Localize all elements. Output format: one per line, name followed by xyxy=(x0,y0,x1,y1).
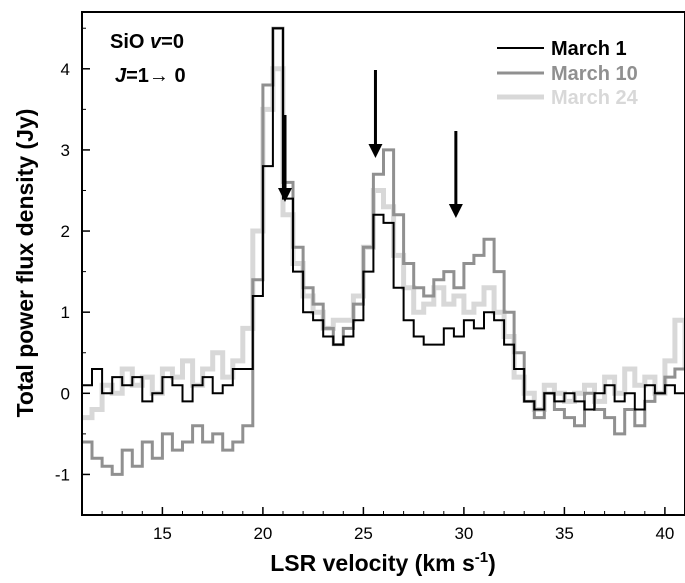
ticks-layer: 15 20 25 30 35 40 -1 0 1 2 3 4 xyxy=(55,27,685,543)
y-tick-label: 4 xyxy=(61,60,70,79)
x-tick-label: 40 xyxy=(655,524,674,543)
velocity-arrow xyxy=(448,131,463,218)
x-axis-title: LSR velocity (km s-1) xyxy=(270,549,496,576)
legend-label-march-24: March 24 xyxy=(551,87,639,109)
x-tick-label: 30 xyxy=(454,524,473,543)
series-layer xyxy=(82,26,685,476)
arrows-layer xyxy=(278,70,463,218)
x-tick-label: 15 xyxy=(153,524,172,543)
series-line-march-10 xyxy=(82,26,685,476)
x-tick-label: 35 xyxy=(555,524,574,543)
velocity-arrow xyxy=(278,115,293,202)
species-label: SiO v=0 xyxy=(110,31,184,53)
y-tick-label: -1 xyxy=(55,465,70,484)
legend: March 1 March 10 March 24 xyxy=(497,38,639,109)
y-tick-label: 3 xyxy=(61,141,70,160)
y-tick-label: 1 xyxy=(61,303,70,322)
legend-label-march-10: March 10 xyxy=(551,63,638,85)
transition-label: J=1→ 0 xyxy=(115,65,186,87)
legend-label-march-1: March 1 xyxy=(551,38,627,60)
series-line-march-1 xyxy=(82,27,685,411)
y-tick-label: 2 xyxy=(61,222,70,241)
x-tick-label: 20 xyxy=(253,524,272,543)
y-tick-label: 0 xyxy=(61,384,70,403)
series-line-march-24 xyxy=(82,66,685,421)
x-tick-label: 25 xyxy=(354,524,373,543)
y-axis-title: Total power flux density (Jy) xyxy=(12,109,38,418)
velocity-arrow xyxy=(368,70,383,158)
